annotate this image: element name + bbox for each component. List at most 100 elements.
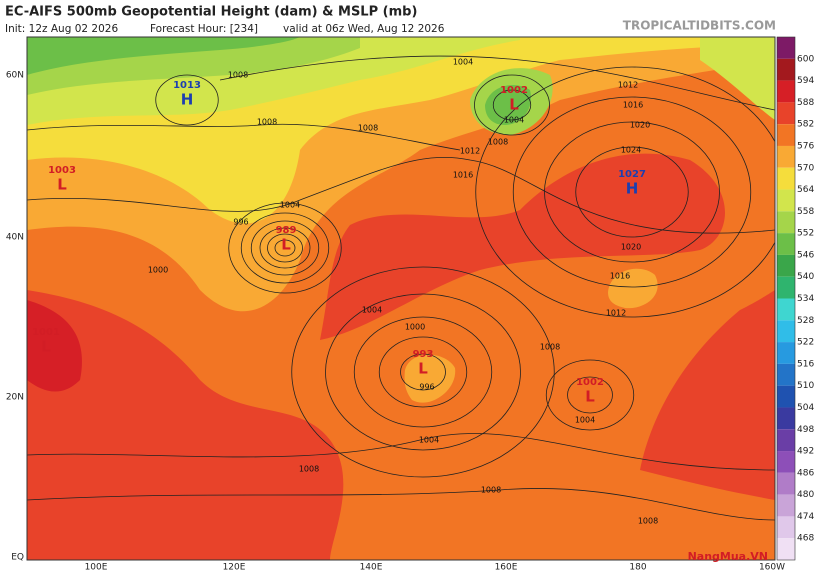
center-letter: L [281,236,291,254]
colorbar-label: 570 [797,163,814,173]
isobar [353,316,493,428]
isobar [544,121,720,263]
isobar [250,220,320,276]
colorbar-swatch [777,233,795,255]
isobar [474,74,550,136]
isobar-label: 1004 [575,416,595,425]
forecast-hour: Forecast Hour: [234] [150,23,258,35]
isobar [27,123,461,151]
colorbar-swatch [777,342,795,364]
watermark: NangMua.VN [688,550,768,563]
lat-label: 20N [6,393,24,403]
colorbar-swatch [777,451,795,473]
isobar [325,293,521,451]
colorbar-label: 492 [797,447,814,457]
isobar-label: 1004 [453,58,473,67]
isobar-label: 1000 [148,266,168,275]
isobar [27,488,775,521]
isobar-label: 1020 [621,243,641,252]
lat-label: EQ [11,553,24,563]
colorbar-label: 564 [797,185,814,195]
lon-label: 160E [495,563,518,573]
site: TROPICALTIDBITS.COM [623,19,776,33]
isobar-label: 1008 [638,517,658,526]
height-area [404,354,456,403]
isobar-label: 996 [419,383,434,392]
colorbar-label: 480 [797,490,814,500]
isobar [219,55,775,111]
center-value: 989 [276,225,297,236]
isobar [492,89,532,121]
colorbar-label: 600 [797,54,814,64]
lon-label: 180 [629,563,646,573]
lon-label: 100E [85,563,108,573]
map-frame [26,36,776,561]
map: 60N 40N 20N EQ 100E 120E 140E 160E 180 160W [6,36,785,573]
valid-time: valid at 06z Wed, Aug 12 2026 [283,23,445,35]
colorbar-label: 552 [797,229,814,239]
isobar [155,74,219,126]
colorbar-label: 510 [797,381,814,391]
colorbar-label: 468 [797,534,814,544]
colorbar-swatch [777,407,795,430]
height-area [27,290,344,560]
center-letter: L [41,338,51,356]
center-value: 1027 [618,169,646,180]
colorbar-swatch [777,124,795,146]
isobar-label: 1008 [481,486,501,495]
colorbar-label: 546 [797,250,814,260]
center-value: 1002 [500,85,528,96]
height-area [27,37,300,75]
colorbar-swatch [777,538,795,560]
colorbar-swatch [777,167,795,190]
isobar [27,433,775,471]
isobar-label: 1012 [618,81,638,90]
colorbar-swatch [777,145,795,168]
colorbar-label: 486 [797,468,814,478]
isobar-label: 996 [233,218,248,227]
isobar [567,376,613,414]
isobar-label: 1008 [299,465,319,474]
colorbar-swatch [777,320,795,343]
colorbar-label: 558 [797,207,814,217]
colorbar-swatch [777,298,795,321]
height-area [320,153,725,340]
lat-label: 60N [6,71,24,81]
colorbar-label: 504 [797,403,814,413]
colorbar-swatch [777,211,795,234]
center-value: 1013 [173,80,201,91]
colorbar-label: 588 [797,98,814,108]
colorbar-swatch [777,80,795,103]
colorbar-frame [776,36,796,561]
isobar-label: 1004 [419,436,439,445]
colorbar-label: 528 [797,316,814,326]
isobar-label: 1004 [504,116,524,125]
center-value: 1002 [576,377,604,388]
colorbar-swatch [777,516,795,539]
height-area [27,300,82,392]
isobar [259,227,311,269]
colorbar-label: 474 [797,512,814,522]
isobar [267,233,303,263]
colorbar-swatch [777,58,795,81]
isobar [378,336,468,408]
colorbar-top [777,37,795,59]
isobar-label: 1008 [257,118,277,127]
center-letter: H [181,91,194,109]
center-letter: L [57,176,67,194]
isobar-label: 1004 [280,201,300,210]
isobar [228,202,342,294]
lon-label: 140E [360,563,383,573]
colorbar-swatch [777,189,795,212]
colorbar-swatch [777,385,795,408]
lon-label: 160W [759,563,785,573]
isobar [512,96,752,288]
colorbar-label: 522 [797,338,814,348]
isobar-label: 1008 [228,71,248,80]
isobar-label: 1012 [606,309,626,318]
isobar-label: 1008 [358,124,378,133]
colorbar-swatch [777,363,795,386]
title: EC-AIFS 500mb Geopotential Height (dam) … [5,5,417,20]
